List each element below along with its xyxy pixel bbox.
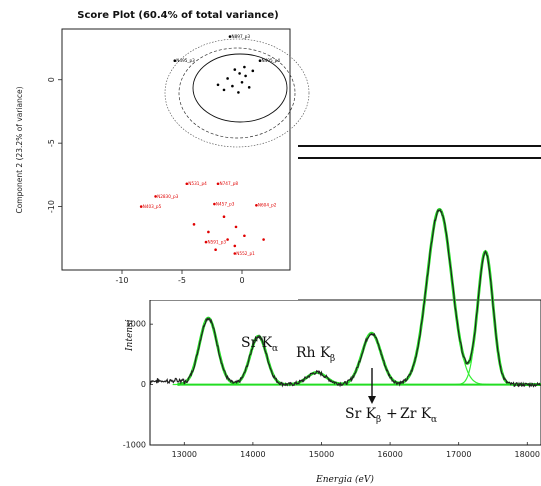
score-y-tick-labels: 0 -5 -10	[47, 77, 56, 213]
score-point-label: N552_p1	[236, 251, 255, 256]
score-point	[222, 215, 226, 219]
score-point	[233, 68, 237, 71]
xrf-y-tick-labels: -1000 0 1000	[123, 320, 146, 450]
score-point	[226, 77, 229, 80]
score-point	[173, 59, 177, 63]
label-sr-k: Sr K	[241, 335, 273, 351]
score-y-axis-label: Component 2 (23.2% of variance)	[15, 86, 24, 213]
score-confidence-ellipses	[164, 38, 310, 148]
score-point	[214, 248, 217, 252]
score-point	[238, 72, 241, 75]
score-point	[216, 182, 220, 186]
ellipse-inner	[192, 53, 288, 123]
score-points: N897_p3 N495_p3 N495_p4 N531_p4 N747_p8 N2830…	[139, 34, 281, 256]
label-zr-k: Zr K	[400, 406, 432, 422]
label-sr-kb: Sr K	[345, 406, 377, 422]
score-point	[233, 244, 237, 248]
xrf-x-axis-label: Energia (eV)	[315, 474, 374, 485]
score-point	[213, 202, 216, 206]
xrf-y-tick-label: -1000	[123, 441, 146, 450]
score-point-label: N403_p5	[143, 204, 162, 209]
zr-arrow-head	[368, 396, 376, 404]
label-sr-kb-sub: β	[376, 415, 381, 425]
score-y-tick-label: 0	[47, 77, 56, 82]
label-rh-k: Rh K	[296, 345, 331, 361]
label-zr-k-sub: α	[431, 415, 437, 425]
xrf-measured-spectrum	[149, 208, 541, 389]
score-point	[258, 59, 262, 63]
score-y-tick-label: -10	[47, 200, 56, 213]
score-point	[247, 86, 251, 89]
score-point-label: N604_p2	[258, 203, 277, 208]
score-plot-frame	[61, 28, 291, 271]
score-point	[207, 230, 210, 234]
score-point-label: N747_p8	[220, 181, 239, 186]
xrf-y-axis-label: Intensi	[125, 319, 135, 352]
score-point-label: N495_p3	[176, 58, 195, 63]
xrf-x-tick-label: 17000	[446, 450, 471, 459]
score-point	[231, 84, 234, 88]
score-point	[240, 80, 244, 84]
score-point	[154, 195, 157, 198]
score-point	[243, 234, 246, 238]
score-point	[262, 238, 265, 241]
xrf-x-tick-labels: 13000 14000 15000 16000 17000 18000	[172, 450, 540, 459]
score-point	[237, 91, 240, 94]
label-plus: +	[386, 406, 398, 422]
score-point	[228, 35, 232, 38]
score-point	[243, 65, 246, 69]
score-point	[234, 225, 238, 229]
xrf-plot-frame	[149, 299, 541, 446]
score-x-tick-label: -5	[178, 276, 186, 285]
score-y-tick-label: -5	[47, 139, 56, 147]
label-rh-k-sub: β	[330, 354, 335, 364]
ellipse-middle	[178, 47, 296, 139]
score-point	[185, 182, 189, 186]
score-point-label: N457_p3	[216, 201, 235, 206]
score-point	[222, 88, 226, 92]
label-sr-k-sub: α	[272, 344, 278, 354]
xrf-x-tick-label: 16000	[377, 450, 402, 459]
xrf-x-tick-label: 13000	[172, 450, 197, 459]
score-point	[216, 83, 220, 87]
score-x-tick-label: -10	[115, 276, 128, 285]
score-point	[226, 238, 229, 241]
xrf-y-tick-label: 1000	[126, 320, 146, 329]
score-point	[192, 223, 196, 226]
score-x-tick-labels: -10 -5 0	[115, 276, 244, 285]
score-point	[244, 74, 247, 78]
score-point-label: N591_p3	[208, 239, 227, 244]
xrf-y-tick-label: 0	[141, 380, 146, 389]
xrf-spectrum-chart: -1000 0 1000 13000 14000 15000 16000 17000 1800…	[123, 145, 541, 485]
xrf-x-tick-label: 18000	[515, 450, 540, 459]
score-point-label: N531_p4	[188, 181, 207, 186]
score-plot-title: Score Plot (60.4% of total variance)	[77, 10, 278, 21]
score-point-label: N2830_p3	[157, 194, 179, 199]
score-point	[255, 204, 258, 207]
ellipse-outer	[164, 38, 310, 148]
score-plot-chart: Score Plot (60.4% of total variance) -10…	[0, 10, 310, 300]
score-point	[251, 69, 255, 73]
xrf-ticks	[150, 323, 528, 446]
score-point	[233, 252, 237, 255]
score-point-label: N897_p3	[232, 34, 251, 39]
score-point	[139, 205, 143, 208]
xrf-x-tick-label: 14000	[240, 450, 265, 459]
score-x-tick-label: 0	[239, 276, 244, 285]
score-point-label: N495_p4	[262, 58, 281, 63]
score-point	[204, 240, 208, 244]
score-ticks	[58, 79, 243, 274]
xrf-x-tick-label: 15000	[309, 450, 334, 459]
